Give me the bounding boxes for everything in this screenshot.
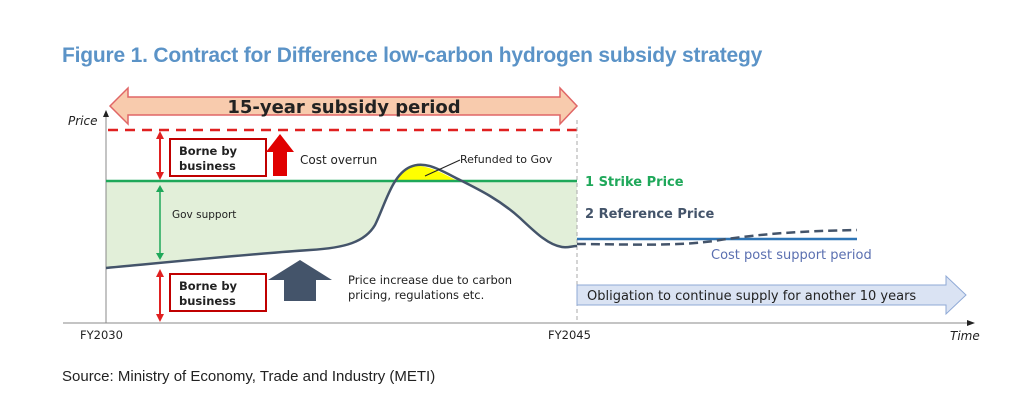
borne-bottom-line1: Borne by <box>179 279 238 293</box>
bottom-range-up-arrow-icon <box>156 269 164 277</box>
refund-area <box>397 165 458 181</box>
price-increase-line2: pricing, regulations etc. <box>348 288 484 302</box>
top-range-up-arrow-icon <box>156 131 164 139</box>
borne-top-line2: business <box>179 159 236 173</box>
x-tick-fy2045: FY2045 <box>548 328 591 342</box>
post-support-reference-curve <box>576 228 858 246</box>
refunded-label: Refunded to Gov <box>460 153 553 166</box>
cost-overrun-up-arrow-icon <box>266 134 294 176</box>
bottom-range-down-arrow-icon <box>156 314 164 322</box>
x-tick-fy2030: FY2030 <box>80 328 123 342</box>
reference-price-label: 2 Reference Price <box>585 207 715 222</box>
source-caption: Source: Ministry of Economy, Trade and I… <box>62 368 436 385</box>
reference-price-curve <box>105 163 578 270</box>
gov-support-up-arrow-icon <box>156 185 164 192</box>
obligation-label: Obligation to continue supply for anothe… <box>587 289 916 304</box>
y-axis-arrow-icon <box>103 110 109 117</box>
y-axis-label: Price <box>68 114 97 128</box>
borne-by-business-bottom-box <box>169 273 267 312</box>
obligation-arrow <box>576 274 967 316</box>
top-range-down-arrow-icon <box>156 172 164 180</box>
x-axis-label: Time <box>950 329 980 343</box>
cost-overrun-label: Cost overrun <box>300 153 377 167</box>
subsidy-period-label: 15-year subsidy period <box>227 97 460 118</box>
price-increase-line1: Price increase due to carbon <box>348 273 512 287</box>
price-increase-up-arrow-icon <box>268 260 332 301</box>
gov-support-area <box>106 180 577 269</box>
gov-support-label: Gov support <box>172 209 236 221</box>
borne-by-business-top-box <box>169 138 267 177</box>
refund-callout-line <box>424 159 461 177</box>
subsidy-period-arrow <box>108 86 579 126</box>
strike-price-label: 1 Strike Price <box>585 175 684 190</box>
gov-support-down-arrow-icon <box>156 253 164 260</box>
borne-top-line1: Borne by <box>179 144 238 158</box>
figure-title: Figure 1. Contract for Difference low-ca… <box>62 44 763 67</box>
borne-bottom-line2: business <box>179 294 236 308</box>
x-axis-arrow-icon <box>967 320 975 326</box>
cost-post-support-label: Cost post support period <box>711 248 872 263</box>
